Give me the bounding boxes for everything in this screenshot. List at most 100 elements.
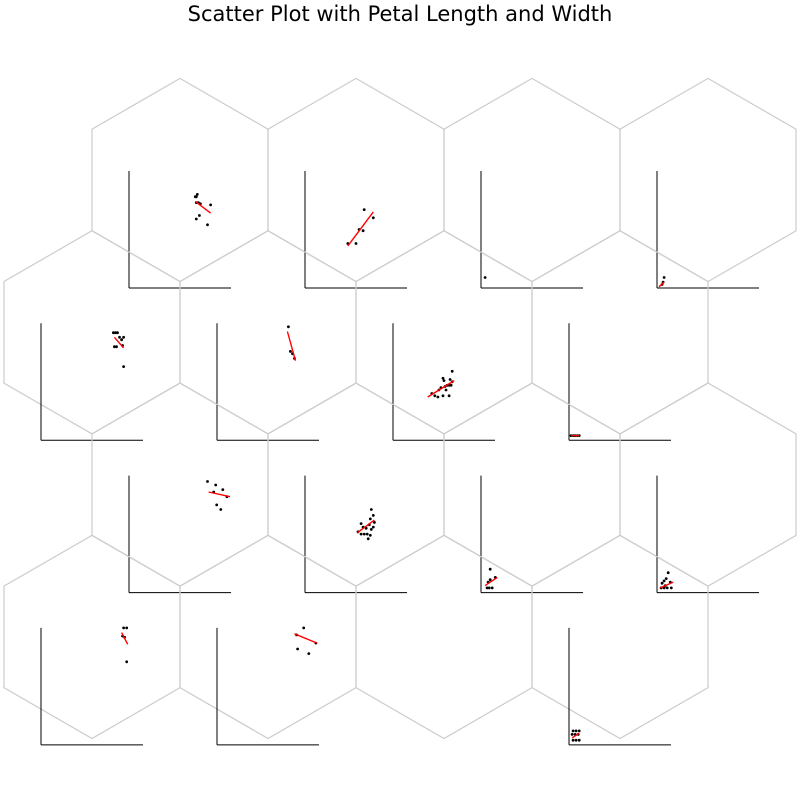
subplot-cell [531,230,709,441]
data-point [450,369,454,373]
data-point [122,365,125,368]
fit-line [427,380,455,398]
subplot-cell [3,230,181,441]
data-point [487,586,491,590]
subplot-cell [355,534,533,740]
hexagon-border [531,230,709,435]
fit-line [120,632,129,645]
data-point [577,729,581,733]
subplot-cell [531,534,709,746]
data-point [485,586,489,590]
data-point [115,345,118,349]
fit-line [294,633,318,644]
fit-line [571,732,580,739]
chart-title: Scatter Plot with Petal Length and Width [187,2,613,26]
data-point [574,738,578,742]
data-point [570,733,574,736]
subplot-cell [3,534,181,746]
data-point [125,626,129,630]
data-point [362,208,366,212]
subplot-cell [443,77,621,289]
fit-line [658,281,665,288]
data-point [490,586,494,590]
data-point [571,738,575,742]
data-point [122,335,125,339]
data-point [209,203,213,207]
fit-line [113,336,125,349]
subplot-cell [267,77,445,289]
data-point [488,578,492,582]
data-point [113,345,116,349]
data-point [373,521,376,524]
data-point [194,195,198,199]
data-point [214,483,218,487]
data-point [577,738,581,742]
subplot-cell [179,230,357,441]
data-point [118,335,121,339]
fit-line [194,200,212,214]
data-point [122,626,125,630]
hexagon-border [355,230,533,435]
data-point [365,532,369,536]
data-point [441,376,445,380]
data-point [362,532,366,536]
data-point [368,517,372,521]
data-point [359,522,363,525]
data-point [287,325,290,329]
hexagon-border [267,382,445,587]
data-point [444,388,448,392]
subplot-cell [267,382,445,594]
hexagon-border [619,382,797,587]
fit-line [347,211,374,247]
data-point [195,193,199,196]
data-point [120,338,123,342]
data-point [354,242,358,245]
data-point [296,647,299,651]
data-point [364,526,368,530]
hexagon-border [91,77,269,283]
data-point [369,528,373,531]
subplot-cell [619,77,797,289]
data-point [665,586,669,590]
data-point [206,480,209,483]
data-point [483,276,487,279]
hexagon-border [443,382,621,587]
data-point [449,383,453,387]
data-point [114,331,117,335]
data-point [359,532,363,536]
subplot-cell [443,382,621,594]
hexagon-border [619,77,797,283]
hexagon-border [443,77,621,283]
data-point [662,276,666,279]
subplot-cell [91,77,269,289]
fit-line [484,576,498,587]
data-point [371,216,375,220]
subplot-cell [619,382,797,594]
data-point [433,394,437,398]
subplot-cell [179,534,357,746]
data-point [307,652,311,655]
data-point [574,729,578,733]
data-point [447,394,451,398]
data-point [219,508,223,511]
hexagon-border [355,534,533,740]
hexagon-border [267,77,445,283]
fit-line [286,331,297,361]
data-point [448,378,452,381]
data-point [198,214,201,217]
data-point [361,229,365,233]
fit-line [208,491,231,498]
data-point [664,577,668,580]
data-point [666,571,670,575]
data-point [441,394,445,398]
data-point [436,395,440,399]
hexagon-border [179,230,357,435]
data-point [442,379,446,382]
fit-line [356,519,375,534]
data-point [215,503,219,507]
data-point [125,660,129,664]
data-point [371,525,375,529]
data-point [371,514,375,517]
